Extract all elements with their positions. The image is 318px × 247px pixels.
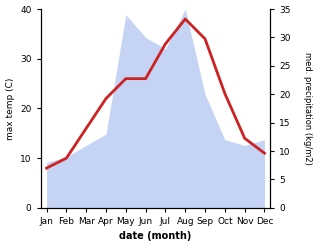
Y-axis label: max temp (C): max temp (C) [5, 77, 15, 140]
X-axis label: date (month): date (month) [119, 231, 192, 242]
Y-axis label: med. precipitation (kg/m2): med. precipitation (kg/m2) [303, 52, 313, 165]
